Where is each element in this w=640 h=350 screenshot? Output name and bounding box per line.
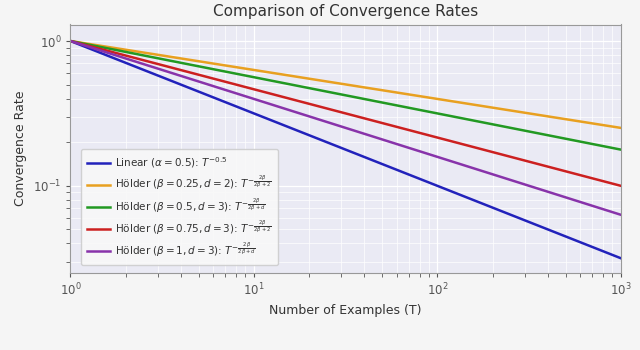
Linear ($\alpha = 0.5$): $T^{-0.5}$: (181, 0.0742): $T^{-0.5}$: (181, 0.0742): [481, 202, 489, 206]
Hölder ($\beta = 0.75, d = 3$): $T^{-\frac{2\beta}{2\beta+2}}$: (181, 0.177): $T^{-\frac{2\beta}{2\beta+2}}$: (181, 0.…: [481, 148, 489, 152]
Hölder ($\beta = 1, d = 3$): $T^{-\frac{2\beta}{2\beta+d}}$: (58.6, 0.196): $T^{-\frac{2\beta}{2\beta+d}}$: (58.6, 0…: [391, 141, 399, 146]
Linear ($\alpha = 0.5$): $T^{-0.5}$: (3.4, 0.543): $T^{-0.5}$: (3.4, 0.543): [164, 77, 172, 82]
Linear ($\alpha = 0.5$): $T^{-0.5}$: (5.91, 0.411): $T^{-0.5}$: (5.91, 0.411): [208, 95, 216, 99]
Hölder ($\beta = 1, d = 3$): $T^{-\frac{2\beta}{2\beta+d}}$: (101, 0.158): $T^{-\frac{2\beta}{2\beta+d}}$: (101, 0.…: [434, 155, 442, 159]
Line: Hölder ($\beta = 1, d = 3$): $T^{-\frac{2\beta}{2\beta+d}}$: Hölder ($\beta = 1, d = 3$): $T^{-\frac{…: [70, 41, 621, 215]
Line: Linear ($\alpha = 0.5$): $T^{-0.5}$: Linear ($\alpha = 0.5$): $T^{-0.5}$: [70, 41, 621, 258]
Legend: Linear ($\alpha = 0.5$): $T^{-0.5}$, Hölder ($\beta = 0.25, d = 2$): $T^{-\frac{: Linear ($\alpha = 0.5$): $T^{-0.5}$, Höl…: [81, 149, 278, 265]
Hölder ($\beta = 1, d = 3$): $T^{-\frac{2\beta}{2\beta+d}}$: (1e+03, 0.0631): $T^{-\frac{2\beta}{2\beta+d}}$: (1e+03, …: [617, 213, 625, 217]
Line: Hölder ($\beta = 0.75, d = 3$): $T^{-\frac{2\beta}{2\beta+2}}$: Hölder ($\beta = 0.75, d = 3$): $T^{-\fr…: [70, 41, 621, 186]
Linear ($\alpha = 0.5$): $T^{-0.5}$: (58.6, 0.131): $T^{-0.5}$: (58.6, 0.131): [391, 167, 399, 171]
Hölder ($\beta = 0.25, d = 2$): $T^{-\frac{2\beta}{2\beta+2}}$: (101, 0.397): $T^{-\frac{2\beta}{2\beta+2}}$: (101, 0.…: [434, 97, 442, 101]
Hölder ($\beta = 0.25, d = 2$): $T^{-\frac{2\beta}{2\beta+2}}$: (1e+03, 0.251): $T^{-\frac{2\beta}{2\beta+2}}$: (1e+03, …: [617, 126, 625, 130]
Hölder ($\beta = 0.75, d = 3$): $T^{-\frac{2\beta}{2\beta+2}}$: (3.4, 0.665): $T^{-\frac{2\beta}{2\beta+2}}$: (3.4, 0.…: [164, 64, 172, 69]
Hölder ($\beta = 1, d = 3$): $T^{-\frac{2\beta}{2\beta+d}}$: (22.8, 0.286): $T^{-\frac{2\beta}{2\beta+d}}$: (22.8, 0…: [316, 118, 323, 122]
Hölder ($\beta = 0.25, d = 2$): $T^{-\frac{2\beta}{2\beta+2}}$: (58.6, 0.443): $T^{-\frac{2\beta}{2\beta+2}}$: (58.6, 0…: [391, 90, 399, 94]
Hölder ($\beta = 0.25, d = 2$): $T^{-\frac{2\beta}{2\beta+2}}$: (181, 0.353): $T^{-\frac{2\beta}{2\beta+2}}$: (181, 0.…: [481, 104, 489, 108]
Hölder ($\beta = 0.75, d = 3$): $T^{-\frac{2\beta}{2\beta+2}}$: (58.6, 0.257): $T^{-\frac{2\beta}{2\beta+2}}$: (58.6, 0…: [391, 124, 399, 128]
Hölder ($\beta = 1, d = 3$): $T^{-\frac{2\beta}{2\beta+d}}$: (181, 0.125): $T^{-\frac{2\beta}{2\beta+d}}$: (181, 0.…: [481, 170, 489, 174]
Linear ($\alpha = 0.5$): $T^{-0.5}$: (101, 0.0996): $T^{-0.5}$: (101, 0.0996): [434, 184, 442, 188]
Title: Comparison of Convergence Rates: Comparison of Convergence Rates: [213, 4, 478, 19]
Hölder ($\beta = 0.5, d = 3$): $T^{-\frac{2\beta}{2\beta+d}}$: (1, 1): $T^{-\frac{2\beta}{2\beta+d}}$: (1, 1): [67, 39, 74, 43]
Hölder ($\beta = 0.5, d = 3$): $T^{-\frac{2\beta}{2\beta+d}}$: (58.6, 0.361): $T^{-\frac{2\beta}{2\beta+d}}$: (58.6, 0…: [391, 103, 399, 107]
Hölder ($\beta = 1, d = 3$): $T^{-\frac{2\beta}{2\beta+d}}$: (1, 1): $T^{-\frac{2\beta}{2\beta+d}}$: (1, 1): [67, 39, 74, 43]
Hölder ($\beta = 0.25, d = 2$): $T^{-\frac{2\beta}{2\beta+2}}$: (3.4, 0.783): $T^{-\frac{2\beta}{2\beta+2}}$: (3.4, 0.…: [164, 54, 172, 58]
Hölder ($\beta = 1, d = 3$): $T^{-\frac{2\beta}{2\beta+d}}$: (5.91, 0.491): $T^{-\frac{2\beta}{2\beta+d}}$: (5.91, 0…: [208, 84, 216, 88]
Hölder ($\beta = 0.25, d = 2$): $T^{-\frac{2\beta}{2\beta+2}}$: (5.91, 0.701): $T^{-\frac{2\beta}{2\beta+2}}$: (5.91, 0…: [208, 61, 216, 65]
Hölder ($\beta = 0.75, d = 3$): $T^{-\frac{2\beta}{2\beta+2}}$: (101, 0.215): $T^{-\frac{2\beta}{2\beta+2}}$: (101, 0.…: [434, 135, 442, 140]
Hölder ($\beta = 0.5, d = 3$): $T^{-\frac{2\beta}{2\beta+d}}$: (181, 0.272): $T^{-\frac{2\beta}{2\beta+d}}$: (181, 0.…: [481, 121, 489, 125]
Hölder ($\beta = 0.25, d = 2$): $T^{-\frac{2\beta}{2\beta+2}}$: (1, 1): $T^{-\frac{2\beta}{2\beta+2}}$: (1, 1): [67, 39, 74, 43]
Y-axis label: Convergence Rate: Convergence Rate: [14, 91, 28, 206]
Linear ($\alpha = 0.5$): $T^{-0.5}$: (1, 1): $T^{-0.5}$: (1, 1): [67, 39, 74, 43]
Hölder ($\beta = 0.75, d = 3$): $T^{-\frac{2\beta}{2\beta+2}}$: (22.8, 0.353): $T^{-\frac{2\beta}{2\beta+2}}$: (22.8, 0…: [316, 104, 323, 108]
Linear ($\alpha = 0.5$): $T^{-0.5}$: (22.8, 0.21): $T^{-0.5}$: (22.8, 0.21): [316, 137, 323, 141]
Hölder ($\beta = 0.75, d = 3$): $T^{-\frac{2\beta}{2\beta+2}}$: (1e+03, 0.1): $T^{-\frac{2\beta}{2\beta+2}}$: (1e+03, …: [617, 184, 625, 188]
Hölder ($\beta = 0.75, d = 3$): $T^{-\frac{2\beta}{2\beta+2}}$: (1, 1): $T^{-\frac{2\beta}{2\beta+2}}$: (1, 1): [67, 39, 74, 43]
Hölder ($\beta = 0.25, d = 2$): $T^{-\frac{2\beta}{2\beta+2}}$: (22.8, 0.535): $T^{-\frac{2\beta}{2\beta+2}}$: (22.8, 0…: [316, 78, 323, 82]
Line: Hölder ($\beta = 0.5, d = 3$): $T^{-\frac{2\beta}{2\beta+d}}$: Hölder ($\beta = 0.5, d = 3$): $T^{-\fra…: [70, 41, 621, 149]
Hölder ($\beta = 1, d = 3$): $T^{-\frac{2\beta}{2\beta+d}}$: (3.4, 0.613): $T^{-\frac{2\beta}{2\beta+d}}$: (3.4, 0.…: [164, 70, 172, 74]
Hölder ($\beta = 0.5, d = 3$): $T^{-\frac{2\beta}{2\beta+d}}$: (22.8, 0.458): $T^{-\frac{2\beta}{2\beta+d}}$: (22.8, 0…: [316, 88, 323, 92]
Hölder ($\beta = 0.5, d = 3$): $T^{-\frac{2\beta}{2\beta+d}}$: (1e+03, 0.178): $T^{-\frac{2\beta}{2\beta+d}}$: (1e+03, …: [617, 147, 625, 152]
Hölder ($\beta = 0.5, d = 3$): $T^{-\frac{2\beta}{2\beta+d}}$: (101, 0.316): $T^{-\frac{2\beta}{2\beta+d}}$: (101, 0.…: [434, 111, 442, 116]
Hölder ($\beta = 0.75, d = 3$): $T^{-\frac{2\beta}{2\beta+2}}$: (5.91, 0.553): $T^{-\frac{2\beta}{2\beta+2}}$: (5.91, 0…: [208, 76, 216, 80]
Hölder ($\beta = 0.5, d = 3$): $T^{-\frac{2\beta}{2\beta+d}}$: (5.91, 0.641): $T^{-\frac{2\beta}{2\beta+d}}$: (5.91, 0…: [208, 67, 216, 71]
Linear ($\alpha = 0.5$): $T^{-0.5}$: (1e+03, 0.0316): $T^{-0.5}$: (1e+03, 0.0316): [617, 256, 625, 260]
Line: Hölder ($\beta = 0.25, d = 2$): $T^{-\frac{2\beta}{2\beta+2}}$: Hölder ($\beta = 0.25, d = 2$): $T^{-\fr…: [70, 41, 621, 128]
X-axis label: Number of Examples (T): Number of Examples (T): [269, 304, 422, 317]
Hölder ($\beta = 0.5, d = 3$): $T^{-\frac{2\beta}{2\beta+d}}$: (3.4, 0.737): $T^{-\frac{2\beta}{2\beta+d}}$: (3.4, 0.…: [164, 58, 172, 62]
